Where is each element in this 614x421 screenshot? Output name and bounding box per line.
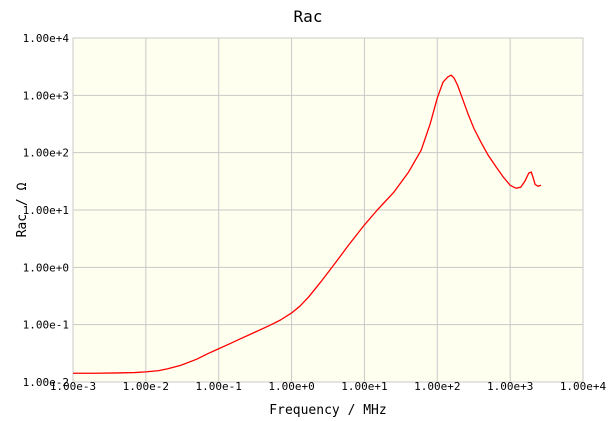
x-tick-label: 1.00e+1 bbox=[341, 380, 387, 393]
x-axis-label: Frequency / MHz bbox=[269, 403, 386, 418]
x-tick-label: 1.00e+0 bbox=[268, 380, 314, 393]
x-tick-label: 1.00e+3 bbox=[487, 380, 533, 393]
x-tick-label: 1.00e-2 bbox=[123, 380, 169, 393]
y-axis-ticks: 1.00e-2 1.00e-1 1.00e+0 1.00e+1 1.00e+2 1.00e… bbox=[23, 32, 70, 389]
series-line bbox=[73, 74, 542, 374]
x-axis-ticks: 1.00e-3 1.00e-2 1.00e-1 1.00e+0 1.00e+1 1.00e… bbox=[50, 380, 607, 393]
chart-title: Rac bbox=[294, 7, 323, 26]
y-tick-label: 1.00e-1 bbox=[23, 319, 69, 332]
grid-lines bbox=[72, 37, 584, 383]
y-tick-label: 1.00e+4 bbox=[23, 32, 70, 45]
y-tick-label: 1.00e+0 bbox=[23, 261, 69, 274]
x-tick-label: 1.00e-3 bbox=[50, 380, 96, 393]
x-tick-label: 1.00e+2 bbox=[414, 380, 460, 393]
y-tick-label: 1.00e+3 bbox=[23, 89, 69, 102]
y-tick-label: 1.00e+2 bbox=[23, 147, 69, 160]
series-layer bbox=[73, 74, 542, 374]
y-tick-label: 1.00e-2 bbox=[23, 376, 69, 389]
y-tick-label: 1.00e+1 bbox=[23, 204, 69, 217]
x-tick-label: 1.00e+4 bbox=[560, 380, 607, 393]
y-axis-label: Rac / Ω bbox=[15, 182, 30, 237]
x-tick-label: 1.00e-1 bbox=[196, 380, 242, 393]
